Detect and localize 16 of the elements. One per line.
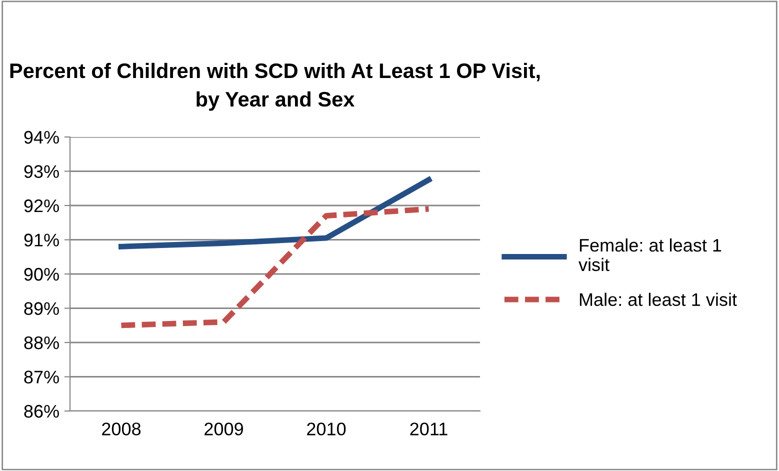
- y-tick-label: 90%: [24, 268, 59, 281]
- y-tick-label: 92%: [24, 199, 59, 212]
- y-tick-label: 88%: [24, 336, 59, 350]
- y-tick-label: 94%: [24, 130, 59, 144]
- x-tick-label: 2009: [204, 422, 243, 436]
- y-tick-label: 93%: [24, 165, 59, 178]
- y-tick-label: 87%: [24, 370, 59, 384]
- x-tick-label: 2010: [307, 422, 346, 436]
- y-tick-label: 89%: [24, 302, 59, 315]
- y-tick-label: 86%: [24, 404, 59, 418]
- x-tick-label: 2011: [410, 422, 448, 436]
- x-tick-label: 2008: [102, 422, 141, 436]
- legend-label: Female: at least 1 visit: [578, 238, 722, 272]
- y-tick-label: 91%: [24, 234, 59, 246]
- chart-title: Percent of Children with SCD with At Least 1 OP Visit, by Year and Sex: [10, 62, 540, 111]
- legend-label: Male: at least 1 visit: [580, 292, 737, 306]
